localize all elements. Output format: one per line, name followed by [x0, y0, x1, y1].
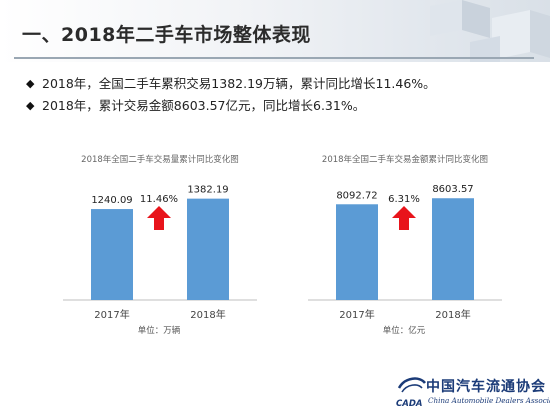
cada-logo-icon: CADA: [396, 377, 426, 409]
tick-label: 2018年: [435, 308, 470, 321]
bullet-text: 2018年，累计交易金额8603.57亿元，同比增长6.31%。: [42, 98, 366, 113]
title-divider: [14, 57, 534, 59]
amount-chart: 2018年全国二手车交易金额累计同比变化图 8092.72 2017年 8603.57…: [308, 154, 502, 336]
unit-label: 单位：万辆: [138, 325, 181, 336]
unit-label: 单位：亿元: [383, 325, 426, 336]
tick-label: 2017年: [339, 308, 374, 321]
decorative-cubes: [430, 0, 550, 62]
bullet-item: ◆ 2018年，全国二手车累积交易1382.19万辆，累计同比增长11.46%。: [26, 74, 536, 94]
growth-up-arrow-icon: [392, 206, 416, 230]
bar-2018年: [432, 198, 474, 300]
growth-up-arrow-icon: [147, 206, 171, 230]
header-banner: 一、2018年二手车市场整体表现: [0, 0, 550, 62]
diamond-bullet-icon: ◆: [26, 77, 35, 90]
svg-text:CADA: CADA: [396, 399, 422, 409]
bar-2017年: [91, 209, 133, 300]
tick-label: 2017年: [94, 308, 129, 321]
growth-label: 6.31%: [388, 194, 420, 205]
data-label: 8092.72: [336, 190, 377, 201]
volume-chart: 2018年全国二手车交易量累计同比变化图 1240.09 2017年 1382.19 2…: [63, 154, 257, 336]
bar-2018年: [187, 198, 229, 300]
cada-name-cn: 中国汽车流通协会: [426, 379, 546, 395]
diamond-bullet-icon: ◆: [26, 99, 35, 112]
bullet-text: 2018年，全国二手车累积交易1382.19万辆，累计同比增长11.46%。: [42, 76, 436, 91]
bar-2017年: [336, 204, 378, 300]
chart-title: 2018年全国二手车交易量累计同比变化图: [81, 154, 239, 165]
bullet-list: ◆ 2018年，全国二手车累积交易1382.19万辆，累计同比增长11.46%。…: [26, 74, 536, 118]
tick-label: 2018年: [190, 308, 225, 321]
chart-title: 2018年全国二手车交易金额累计同比变化图: [322, 154, 488, 165]
data-label: 1240.09: [91, 195, 132, 206]
growth-label: 11.46%: [140, 194, 178, 205]
cada-logo: CADA 中国汽车流通协会 China Automobile Dealers A…: [396, 374, 550, 410]
page-title: 一、2018年二手车市场整体表现: [22, 24, 311, 46]
data-label: 8603.57: [432, 184, 473, 195]
cada-name-en: China Automobile Dealers Association: [428, 396, 550, 405]
data-label: 1382.19: [187, 185, 228, 196]
bullet-item: ◆ 2018年，累计交易金额8603.57亿元，同比增长6.31%。: [26, 96, 536, 116]
